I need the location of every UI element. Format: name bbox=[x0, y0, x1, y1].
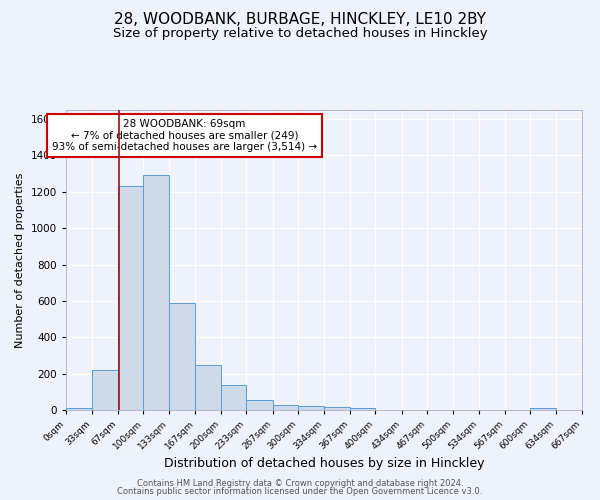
Text: Size of property relative to detached houses in Hinckley: Size of property relative to detached ho… bbox=[113, 28, 487, 40]
Bar bbox=[325, 408, 350, 410]
Bar bbox=[92, 370, 118, 410]
Text: 28 WOODBANK: 69sqm
← 7% of detached houses are smaller (249)
93% of semi-detache: 28 WOODBANK: 69sqm ← 7% of detached hous… bbox=[52, 119, 317, 152]
X-axis label: Distribution of detached houses by size in Hinckley: Distribution of detached houses by size … bbox=[164, 456, 484, 469]
Bar bbox=[195, 366, 221, 410]
Bar bbox=[246, 400, 272, 410]
Bar bbox=[298, 406, 325, 410]
Bar bbox=[221, 384, 246, 410]
Text: Contains public sector information licensed under the Open Government Licence v3: Contains public sector information licen… bbox=[118, 487, 482, 496]
Bar bbox=[118, 186, 143, 410]
Text: Contains HM Land Registry data © Crown copyright and database right 2024.: Contains HM Land Registry data © Crown c… bbox=[137, 478, 463, 488]
Bar bbox=[169, 302, 195, 410]
Bar bbox=[272, 405, 298, 410]
Bar bbox=[66, 408, 92, 410]
Bar bbox=[530, 408, 556, 410]
Y-axis label: Number of detached properties: Number of detached properties bbox=[15, 172, 25, 348]
Bar bbox=[143, 174, 169, 410]
Text: 28, WOODBANK, BURBAGE, HINCKLEY, LE10 2BY: 28, WOODBANK, BURBAGE, HINCKLEY, LE10 2B… bbox=[114, 12, 486, 28]
Bar bbox=[350, 408, 376, 410]
